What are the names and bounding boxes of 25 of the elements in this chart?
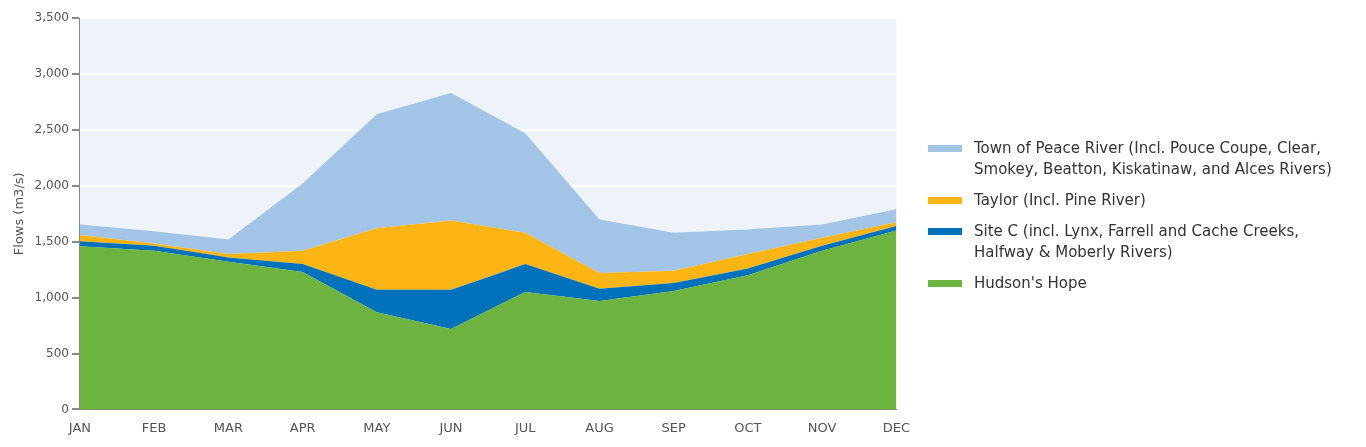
legend-label: Site C (incl. Lynx, Farrell and Cache Creeks, Halfway & Moberly Rivers)	[974, 221, 1301, 263]
y-axis-title: Flows (m3/s)	[11, 172, 27, 256]
y-tick-label: 3,500	[34, 10, 69, 25]
x-tick-label: DEC	[882, 419, 911, 435]
y-tick-label: 2,000	[34, 177, 69, 192]
y-tick-label: 1,000	[34, 289, 69, 304]
y-tick-label: 500	[46, 345, 69, 360]
legend-label: Town of Peace River (Incl. Pouce Coupe, Clear, Smokey, Beatton, Kiskatinaw, and Alces Rivers)	[974, 138, 1333, 180]
x-tick-label: JUN	[438, 419, 463, 435]
y-tick-label: 2,500	[34, 122, 69, 137]
x-tick-label: AUG	[585, 419, 614, 435]
x-tick-label: MAY	[363, 419, 391, 435]
y-tick-label: 0	[61, 401, 69, 416]
x-tick-label: APR	[289, 419, 316, 435]
x-tick-label: JAN	[67, 419, 92, 435]
x-tick-label: SEP	[661, 419, 687, 435]
x-tick-label: OCT	[734, 419, 762, 435]
y-tick-label: 3,000	[34, 66, 69, 81]
legend-label: Hudson's Hope	[974, 273, 1088, 294]
x-tick-label: MAR	[213, 419, 243, 435]
y-tick-label: 1,500	[34, 233, 69, 248]
legend-label: Taylor (Incl. Pine River)	[974, 190, 1147, 211]
x-tick-label: NOV	[807, 419, 837, 435]
x-tick-label: FEB	[141, 419, 167, 435]
x-tick-label: JUL	[513, 419, 537, 435]
